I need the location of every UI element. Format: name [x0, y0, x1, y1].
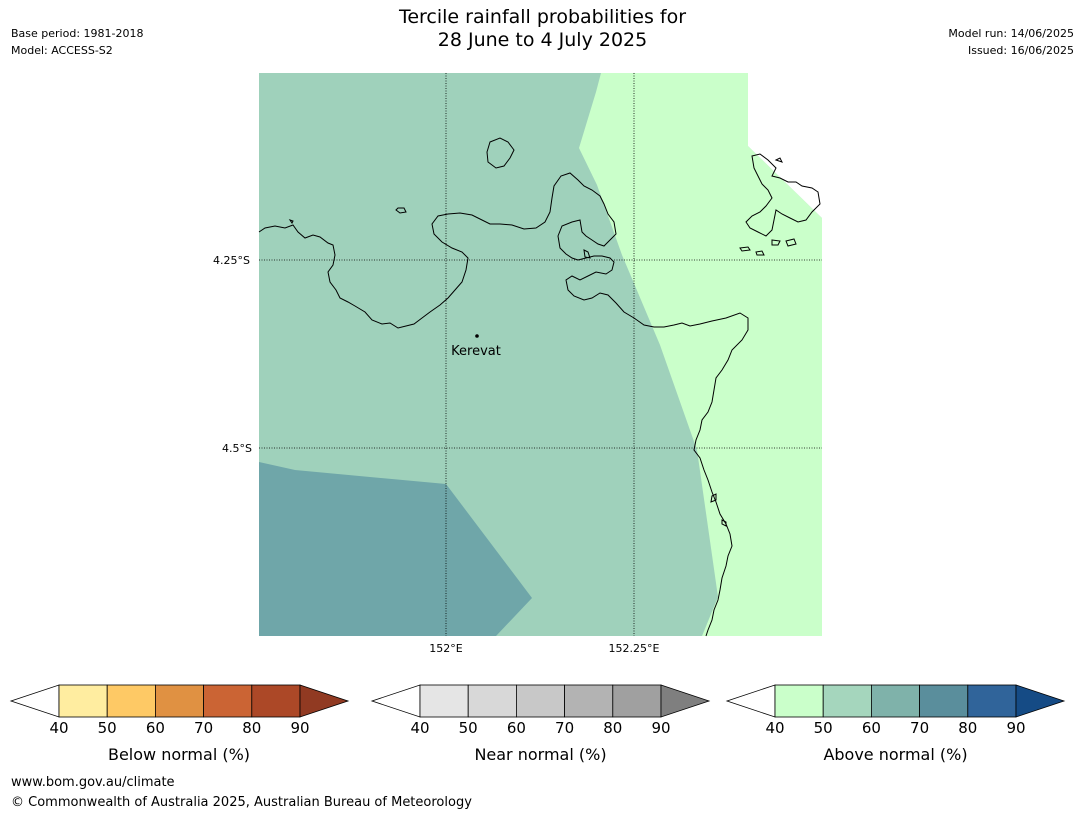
kerevat-marker	[475, 334, 479, 338]
colorbar-tick-label: 60	[861, 719, 881, 737]
colorbar-title-below: Below normal (%)	[107, 745, 251, 764]
lat-label-4-5: 4.5°S	[222, 442, 252, 455]
colorbar-tick-label: 40	[765, 719, 785, 737]
colorbar-extend-high	[299, 684, 350, 718]
colorbar-tick-label: 70	[555, 719, 575, 737]
map-region-above-40-50	[579, 73, 822, 636]
map-fill-layer	[259, 73, 822, 636]
colorbar-below-normal	[9, 684, 350, 718]
colorbar-segment	[516, 684, 566, 718]
colorbar-near-normal	[370, 684, 711, 718]
lon-label-152: 152°E	[429, 642, 463, 655]
lat-label-4-25: 4.25°S	[213, 254, 250, 267]
colorbar-segment	[774, 684, 824, 718]
title-line-2: 28 June to 4 July 2025	[437, 29, 648, 51]
model-name: Model: ACCESS-S2	[11, 44, 113, 57]
map-no-data-area	[748, 73, 822, 218]
colorbar-tick-label: 60	[145, 719, 165, 737]
footer-copyright: © Commonwealth of Australia 2025, Austra…	[11, 795, 472, 810]
title-line-1: Tercile rainfall probabilities for	[398, 6, 687, 28]
colorbar-extend-low	[9, 684, 60, 718]
colorbar-segment	[919, 684, 969, 718]
colorbar-extend-low	[370, 684, 421, 718]
colorbar-tick-label: 50	[458, 719, 478, 737]
map: Kerevat	[258, 73, 822, 637]
colorbar-segment	[467, 684, 517, 718]
colorbar-extend-high	[660, 684, 711, 718]
colorbar-tick-label: 90	[290, 719, 310, 737]
colorbar-title-near: Near normal (%)	[474, 745, 607, 764]
colorbar-segment	[251, 684, 301, 718]
meta-left: Base period: 1981-2018 Model: ACCESS-S2	[11, 25, 143, 59]
colorbar-segment	[967, 684, 1017, 718]
colorbars	[9, 684, 1066, 718]
colorbar-segment	[564, 684, 614, 718]
colorbar-tick-label: 40	[410, 719, 430, 737]
colorbar-tick-label: 50	[813, 719, 833, 737]
colorbar-segment	[154, 684, 204, 718]
map-region-above-60-70	[259, 462, 532, 636]
colorbar-tick-label: 90	[1006, 719, 1026, 737]
colorbar-tick-label: 80	[242, 719, 262, 737]
colorbar-tick-label: 70	[910, 719, 930, 737]
base-period: Base period: 1981-2018	[11, 27, 144, 40]
coastline	[258, 137, 821, 637]
colorbar-segment	[822, 684, 872, 718]
page-title: Tercile rainfall probabilities for 28 Ju…	[0, 6, 1085, 52]
lon-label-152-25: 152.25°E	[608, 642, 660, 655]
colorbar-tick-label: 60	[506, 719, 526, 737]
colorbar-tick-label: 80	[958, 719, 978, 737]
colorbar-tick-label: 70	[194, 719, 214, 737]
colorbar-segment	[203, 684, 253, 718]
colorbar-segment	[419, 684, 469, 718]
place-label-kerevat: Kerevat	[451, 344, 501, 359]
colorbar-extend-low	[725, 684, 776, 718]
meta-right: Model run: 14/06/2025 Issued: 16/06/2025	[948, 25, 1074, 59]
colorbar-tick-label: 50	[97, 719, 117, 737]
colorbar-title-above: Above normal (%)	[823, 745, 968, 764]
colorbar-extend-high	[1015, 684, 1066, 718]
colorbar-segment	[106, 684, 156, 718]
colorbar-segment	[58, 684, 108, 718]
model-run: Model run: 14/06/2025	[948, 27, 1074, 40]
issued-date: Issued: 16/06/2025	[967, 44, 1074, 57]
colorbar-tick-label: 90	[651, 719, 671, 737]
colorbar-segment	[612, 684, 662, 718]
colorbar-tick-label: 40	[49, 719, 69, 737]
colorbar-tick-label: 80	[603, 719, 623, 737]
colorbar-segment	[871, 684, 921, 718]
footer-url[interactable]: www.bom.gov.au/climate	[11, 775, 175, 790]
colorbar-above-normal	[725, 684, 1066, 718]
